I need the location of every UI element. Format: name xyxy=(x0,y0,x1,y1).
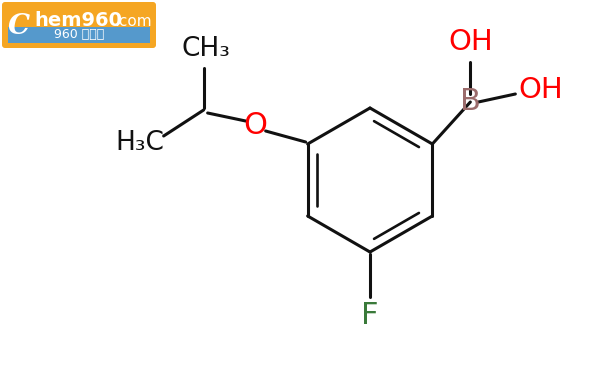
Text: hem960: hem960 xyxy=(34,11,122,30)
Text: 960 化工网: 960 化工网 xyxy=(54,28,104,42)
Text: F: F xyxy=(361,302,379,330)
Text: B: B xyxy=(460,87,481,117)
Text: .com: .com xyxy=(114,14,152,29)
Text: OH: OH xyxy=(448,28,492,56)
FancyBboxPatch shape xyxy=(2,2,156,48)
Text: OH: OH xyxy=(518,76,563,104)
Text: O: O xyxy=(244,111,267,141)
Text: CH₃: CH₃ xyxy=(182,36,230,62)
Bar xyxy=(8,27,150,43)
Text: C: C xyxy=(8,13,30,40)
Text: H₃C: H₃C xyxy=(115,130,164,156)
